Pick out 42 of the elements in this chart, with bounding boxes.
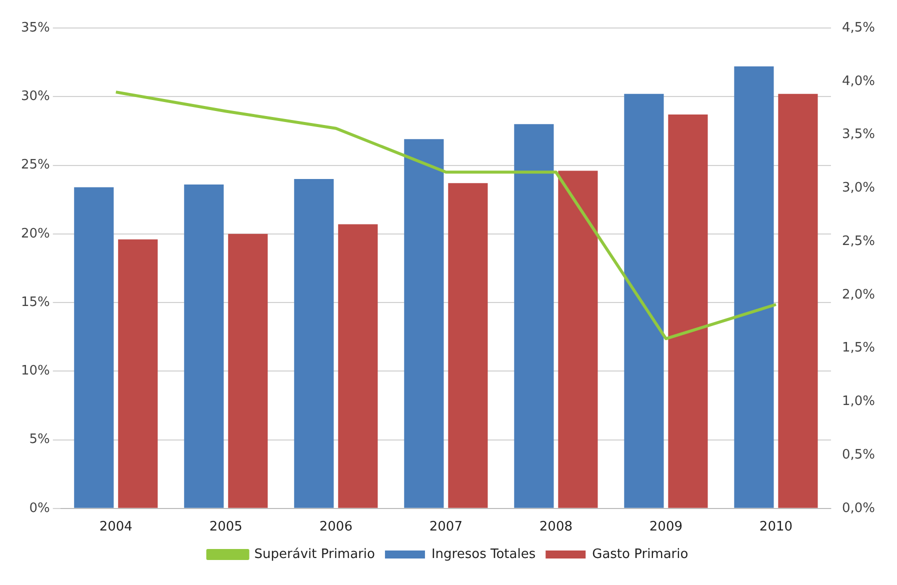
y2-tick-label: 3,0% — [842, 180, 876, 196]
x-tick-label: 2006 — [319, 520, 352, 535]
bar — [624, 94, 664, 508]
bar — [734, 66, 774, 508]
y2-tick-label: 1,0% — [842, 394, 876, 410]
y-tick-label: 35% — [20, 20, 50, 36]
y2-tick-label: 2,5% — [842, 234, 876, 249]
y-tick-label: 10% — [20, 364, 50, 379]
bar — [184, 184, 224, 508]
y-tick-label: 5% — [29, 432, 50, 448]
y2-tick-label: 1,5% — [842, 340, 876, 356]
bar — [74, 187, 114, 508]
bar — [338, 224, 378, 508]
y2-tick-label: 4,0% — [842, 74, 876, 89]
x-tick-label: 2005 — [209, 520, 242, 535]
y-tick-label: 15% — [20, 294, 50, 310]
bar — [448, 183, 488, 508]
y-tick-label: 0% — [29, 500, 50, 516]
x-tick-label: 2008 — [539, 520, 572, 535]
bar — [228, 234, 268, 508]
bar — [404, 139, 444, 508]
bar — [668, 114, 708, 508]
bar — [118, 239, 158, 508]
y2-tick-label: 0,0% — [842, 500, 876, 516]
x-tick-label: 2009 — [649, 520, 683, 535]
y2-tick-label: 0,5% — [842, 447, 876, 462]
y-tick-label: 30% — [20, 89, 50, 104]
bar — [514, 124, 554, 508]
bar — [558, 170, 598, 508]
x-tick-label: 2004 — [99, 520, 132, 535]
legend-label: Ingresos Totales — [431, 546, 536, 562]
bar — [778, 94, 818, 508]
x-tick-label: 2007 — [429, 520, 462, 535]
legend-label: Gasto Primario — [592, 546, 688, 562]
y2-tick-label: 3,5% — [842, 127, 876, 142]
y2-tick-label: 4,5% — [842, 20, 876, 36]
legend-label: Superávit Primario — [254, 546, 376, 562]
y-tick-label: 20% — [20, 226, 50, 242]
y-tick-label: 25% — [20, 158, 50, 173]
y2-tick-label: 2,0% — [842, 287, 876, 302]
x-tick-label: 2010 — [759, 520, 793, 535]
bar — [294, 178, 334, 508]
